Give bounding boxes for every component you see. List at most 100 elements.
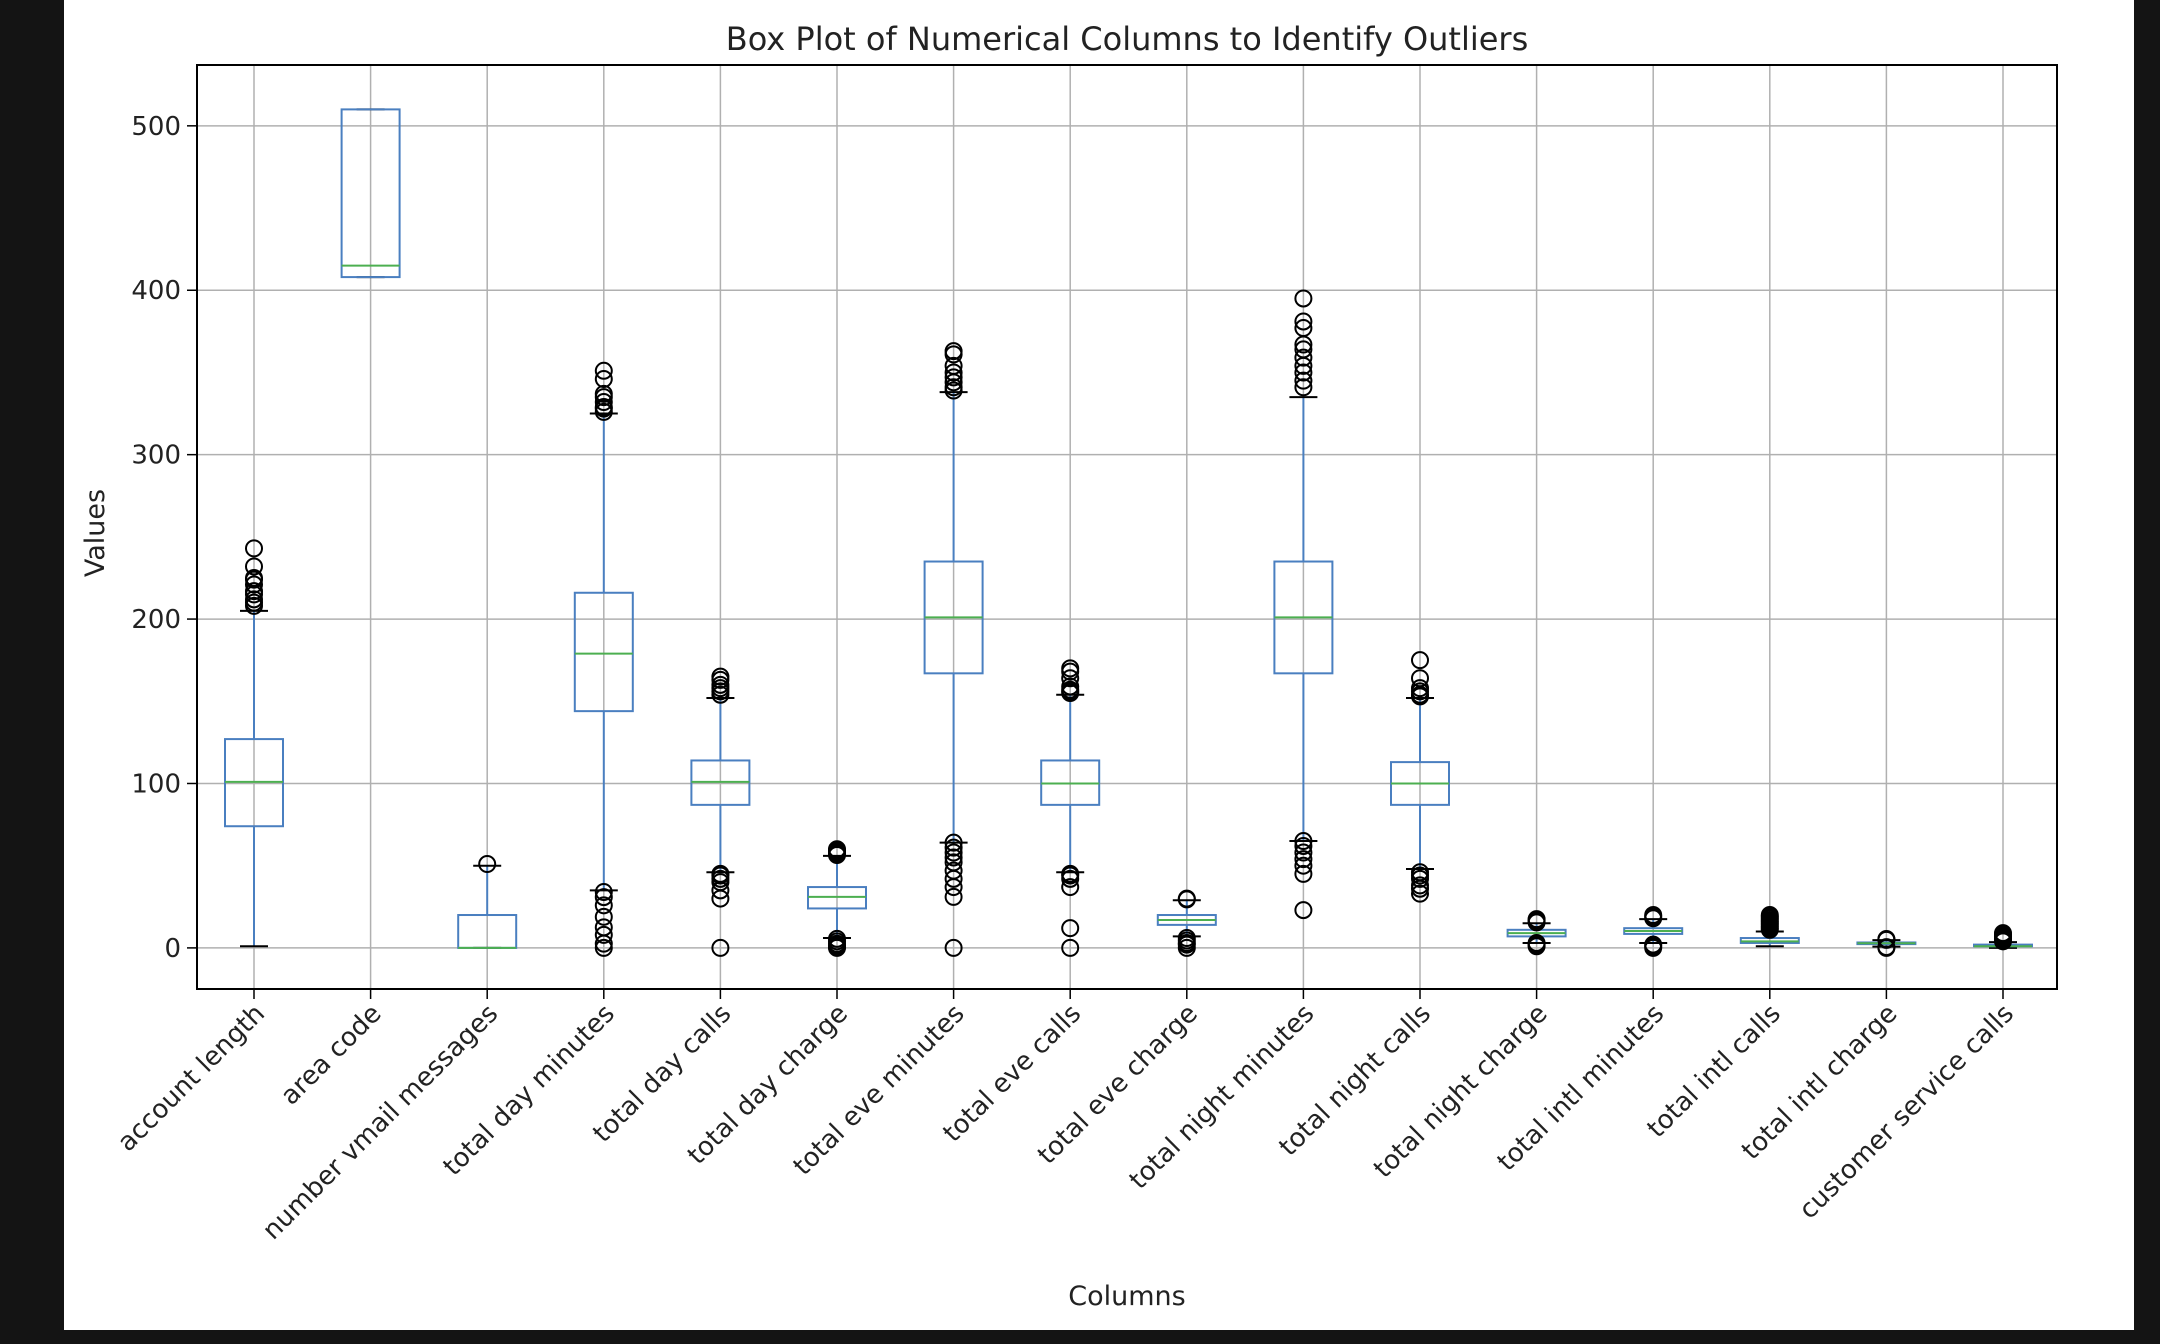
outlier-point — [1294, 289, 1313, 308]
box-total-day-charge — [807, 840, 867, 957]
box-total-intl-calls — [1739, 906, 1800, 948]
outlier-point — [1411, 669, 1429, 688]
outlier-point — [245, 568, 263, 587]
outlier-point — [944, 833, 963, 852]
outlier-point — [944, 887, 963, 906]
y-tick-label: 200 — [131, 605, 181, 635]
y-tick-label: 0 — [164, 934, 181, 964]
y-tick-label: 300 — [131, 441, 181, 471]
y-tick-label: 400 — [131, 276, 181, 306]
outlier-point — [478, 855, 497, 874]
outlier-point — [1061, 659, 1080, 678]
chart-title: Box Plot of Numerical Columns to Identif… — [726, 20, 1529, 58]
y-tick-label: 100 — [131, 769, 181, 799]
outlier-point — [594, 370, 613, 389]
outlier-point — [1294, 340, 1313, 359]
outlier-point — [828, 840, 846, 859]
outlier-point — [711, 675, 730, 694]
plot-area-frame — [196, 64, 2058, 990]
outlier-point — [944, 363, 963, 382]
outlier-point — [944, 938, 963, 957]
outlier-point — [1294, 378, 1313, 397]
outlier-point — [1294, 832, 1313, 851]
outlier-point — [594, 888, 613, 907]
outlier-point — [1294, 864, 1313, 883]
outlier-point — [1877, 938, 1896, 957]
box-body — [340, 108, 401, 279]
box-total-intl-minutes — [1623, 906, 1684, 957]
outlier-point — [1061, 864, 1080, 883]
outlier-point — [944, 356, 963, 375]
outlier-point — [1527, 933, 1546, 952]
outlier-point — [944, 861, 963, 880]
outlier-point — [594, 384, 613, 403]
outlier-point — [828, 929, 846, 948]
outlier-point — [1294, 856, 1313, 875]
outlier-point — [245, 582, 263, 601]
box-total-eve-calls — [1040, 659, 1101, 957]
outlier-point — [594, 393, 613, 412]
figure-background — [64, 0, 2134, 1330]
outlier-point — [1294, 901, 1313, 920]
outlier-point — [1294, 371, 1313, 390]
box-area-code — [340, 108, 401, 279]
outlier-point — [1061, 938, 1080, 957]
outlier-point — [1411, 876, 1429, 895]
y-axis-ticks: 0 100 200 300 400 500 — [131, 112, 197, 964]
outlier-point — [594, 882, 613, 901]
outlier-point — [1061, 919, 1080, 938]
outlier-point — [1411, 884, 1429, 903]
outlier-point — [594, 907, 613, 926]
outlier-point — [944, 853, 963, 872]
outlier-point — [1061, 878, 1080, 897]
outlier-point — [245, 557, 263, 576]
outlier-point — [711, 938, 730, 957]
outlier-point — [594, 918, 613, 937]
outlier-point — [1877, 930, 1896, 949]
outlier-point — [1061, 669, 1080, 688]
outlier-point — [1294, 363, 1313, 382]
outlier-point — [1061, 677, 1080, 696]
box-total-night-calls — [1390, 651, 1450, 903]
outlier-point — [944, 848, 963, 867]
outlier-point — [594, 938, 613, 957]
outlier-point — [594, 397, 613, 416]
outlier-point — [944, 838, 963, 857]
outlier-point — [1411, 863, 1429, 882]
outlier-point — [1294, 312, 1313, 331]
outlier-point — [1760, 906, 1779, 925]
box-number-vmail-messages — [457, 855, 518, 949]
box-total-eve-minutes — [923, 342, 984, 957]
boxes — [224, 108, 2033, 957]
box-total-intl-charge — [1856, 930, 1917, 957]
outlier-point — [1294, 319, 1313, 338]
outlier-point — [1411, 679, 1429, 698]
box-total-night-charge — [1506, 910, 1567, 956]
outlier-point — [1411, 651, 1429, 670]
outlier-point — [1294, 836, 1313, 855]
outlier-point — [1644, 935, 1663, 954]
outlier-point — [711, 864, 730, 883]
box-total-night-minutes — [1273, 289, 1334, 920]
outlier-point — [944, 843, 963, 862]
box-total-day-calls — [690, 667, 751, 957]
box-total-eve-charge — [1156, 889, 1217, 957]
outlier-point — [594, 925, 613, 944]
outlier-point — [1177, 889, 1196, 908]
outlier-point — [944, 368, 963, 387]
outlier-point — [245, 590, 263, 609]
outlier-point — [944, 378, 963, 397]
y-tick-label: 500 — [131, 112, 181, 142]
outlier-point — [1994, 924, 2012, 943]
outlier-point — [1644, 906, 1663, 925]
box-total-day-minutes — [573, 361, 634, 957]
outlier-point — [711, 667, 730, 686]
box-customer-service-calls — [1973, 924, 2033, 951]
outlier-point — [1294, 843, 1313, 862]
outlier-point — [245, 539, 263, 558]
outlier-point — [1527, 910, 1546, 929]
x-axis-label: Columns — [1068, 1281, 1185, 1312]
box-body — [573, 591, 634, 713]
outlier-point — [944, 342, 963, 361]
